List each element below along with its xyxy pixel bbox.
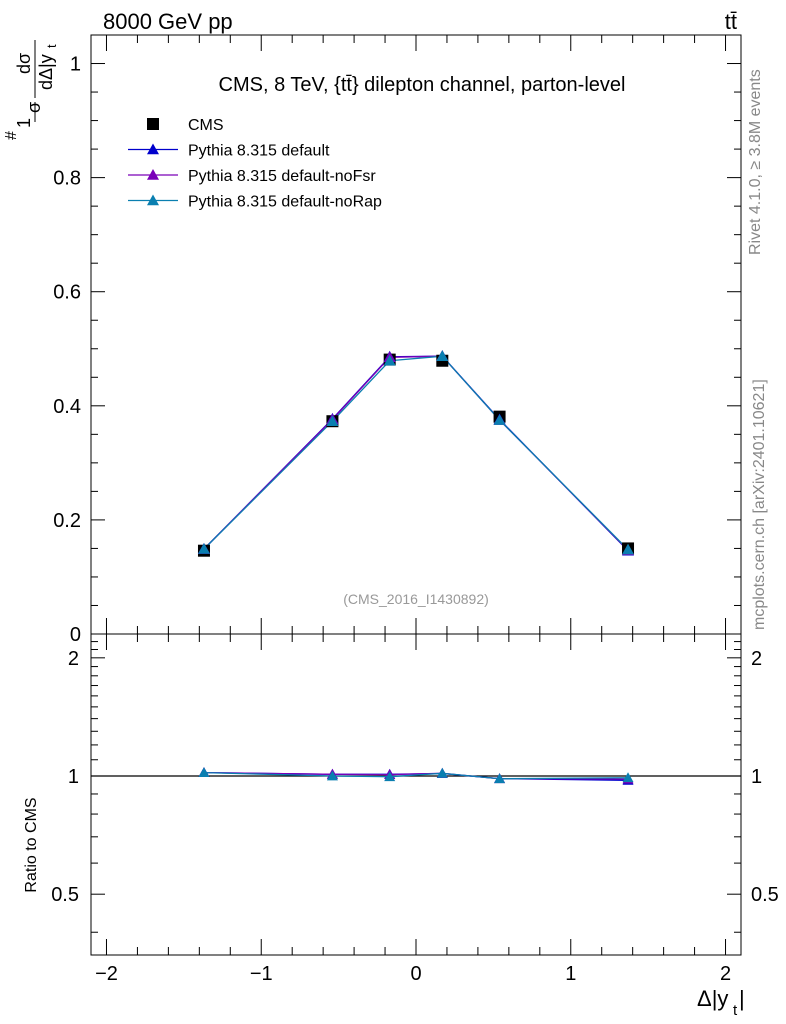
x-tick-label: −2 — [95, 963, 118, 985]
mc-point-pythia-8-315-default-norap — [622, 543, 635, 555]
ratio-point-pythia-8-315-default-norap — [384, 771, 396, 782]
ratio-panel: 0.5 0.5 1 1 2 2 −2 −1 0 1 2 — [51, 633, 779, 985]
ratio-line-pythia-8-315-default-norap — [203, 771, 629, 780]
ratio-y-tick-label-right: 1 — [751, 766, 762, 788]
main-y-axis-label: # 1 σ dσ dΔ|y t — [3, 40, 59, 140]
legend-marker-pythia-8-315-default — [147, 143, 159, 155]
ratio-point-pythia-8-315-default-norap — [326, 770, 338, 781]
legend: CMS Pythia 8.315 default Pythia 8.315 defa… — [128, 117, 382, 211]
x-tick-label: 2 — [720, 963, 731, 985]
rivet-label: Rivet 4.1.0, ≥ 3.8M events — [747, 69, 764, 255]
y-tick-label: 0.6 — [53, 282, 81, 304]
mc-point-pythia-8-315-default-norap — [326, 415, 339, 427]
x-axis-label: Δ|y t | — [697, 986, 745, 1019]
series-line-pythia-8-315-default-nofsr — [203, 355, 629, 551]
analysis-watermark: (CMS_2016_I1430892) — [343, 591, 489, 607]
legend-label-pythia-8-315-default-norap: Pythia 8.315 default-noRap — [188, 194, 382, 211]
mc-point-pythia-8-315-default-norap — [197, 542, 210, 554]
mc-point-pythia-8-315-default-norap — [383, 354, 396, 366]
x-label-bar: | — [739, 986, 745, 1011]
legend-label-cms: CMS — [188, 117, 224, 134]
y-tick-label: 0.4 — [53, 396, 81, 418]
ratio-point-pythia-8-315-default-norap — [436, 767, 448, 778]
y-tick-label: 0.2 — [53, 510, 81, 532]
series-line-pythia-8-315-default-norap — [203, 355, 629, 551]
y-label-hash: # — [3, 131, 20, 140]
mc-point-pythia-8-315-default-norap — [493, 414, 506, 425]
y-label-den-sub: t — [44, 44, 59, 48]
legend-label-pythia-8-315-default: Pythia 8.315 default — [188, 143, 330, 160]
x-label-main: Δ|y — [697, 986, 728, 1011]
main-panel: 0 0.2 0.4 0.6 0.8 1 CMS, 8 TeV, {tt̄} dilepto… — [53, 34, 742, 646]
legend-marker-pythia-8-315-default-norap — [147, 194, 159, 206]
mcplots-label: mcplots.cern.ch [arXiv:2401.10621] — [751, 379, 768, 630]
series-line-pythia-8-315-default — [203, 355, 629, 552]
y-label-frac-den: σ — [24, 102, 44, 113]
mc-point-pythia-8-315-default-norap — [436, 350, 449, 361]
y-tick-label: 0 — [70, 624, 81, 646]
ratio-y-label: Ratio to CMS — [23, 797, 40, 892]
x-tick-label: 0 — [410, 963, 421, 985]
x-label-sub: t — [733, 1002, 738, 1019]
y-tick-label: 0.8 — [53, 168, 81, 190]
ratio-y-tick-label-right: 0.5 — [751, 884, 779, 906]
ratio-point-pythia-8-315-default-norap — [622, 772, 634, 783]
ratio-y-tick-label: 2 — [68, 648, 79, 670]
x-tick-label: 1 — [565, 963, 576, 985]
y-label-frac-num: 1 — [14, 118, 34, 128]
ratio-point-pythia-8-315-default-norap — [198, 767, 210, 778]
energy-label: 8000 GeV pp — [103, 9, 233, 34]
process-label: tt̄ — [725, 9, 737, 34]
ratio-frame — [90, 633, 742, 956]
ratio-y-tick-label-right: 2 — [751, 648, 762, 670]
y-label-den: dΔ|y — [36, 54, 56, 90]
y-label-num: dσ — [14, 53, 34, 74]
y-tick-label: 1 — [70, 54, 81, 76]
legend-label-pythia-8-315-default-nofsr: Pythia 8.315 default-noFsr — [188, 168, 376, 185]
ratio-y-tick-label: 0.5 — [51, 884, 79, 906]
legend-marker-cms — [147, 118, 159, 130]
legend-marker-pythia-8-315-default-nofsr — [147, 169, 159, 180]
ratio-y-tick-label: 1 — [68, 766, 79, 788]
x-tick-label: −1 — [250, 963, 273, 985]
ratio-point-pythia-8-315-default-norap — [494, 773, 506, 784]
chart-title: CMS, 8 TeV, {tt̄} dilepton channel, part… — [219, 74, 626, 96]
